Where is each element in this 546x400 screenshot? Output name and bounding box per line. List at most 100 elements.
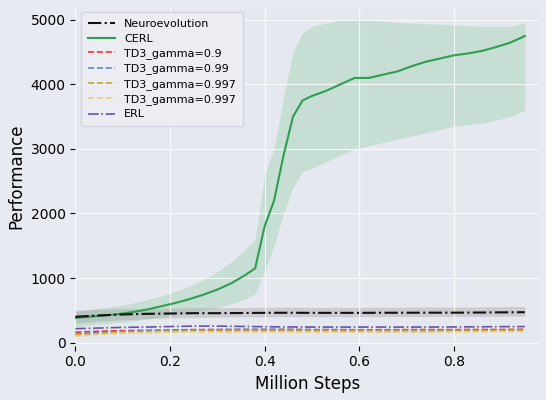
CERL [280,153,287,158]
TD3_gamma=0.997 [285,330,292,334]
TD3_gamma=0.997 [427,329,434,334]
CERL [228,281,235,286]
CERL [115,312,121,316]
TD3_gamma=0.997 [214,329,221,334]
CERL [450,53,457,58]
CERL [262,224,268,229]
Neuroevolution [379,310,386,315]
TD3_gamma=0.997 [143,330,150,335]
CERL [379,72,386,77]
X-axis label: Million Steps: Million Steps [254,375,360,393]
CERL [143,307,150,312]
ERL [238,324,244,329]
TD3_gamma=0.99 [167,328,173,333]
ERL [308,325,315,330]
TD3_gamma=0.9 [498,327,505,332]
CERL [507,40,514,45]
CERL [100,313,107,318]
Neuroevolution [238,310,244,315]
Line: TD3_gamma=0.99: TD3_gamma=0.99 [75,329,525,334]
TD3_gamma=0.997 [308,330,315,334]
TD3_gamma=0.997 [238,330,244,334]
Neuroevolution [191,311,197,316]
ERL [72,326,79,331]
TD3_gamma=0.9 [474,327,481,332]
Neuroevolution [96,313,102,318]
TD3_gamma=0.997 [72,333,79,338]
TD3_gamma=0.997 [379,330,386,334]
TD3_gamma=0.9 [308,327,315,332]
TD3_gamma=0.997 [403,330,410,334]
CERL [271,198,277,203]
TD3_gamma=0.9 [238,327,244,332]
CERL [351,76,358,80]
TD3_gamma=0.997 [167,329,173,334]
TD3_gamma=0.997 [521,328,528,333]
Neuroevolution [167,311,173,316]
TD3_gamma=0.997 [285,329,292,334]
TD3_gamma=0.9 [285,327,292,332]
ERL [379,325,386,330]
TD3_gamma=0.9 [379,327,386,332]
TD3_gamma=0.997 [450,329,457,334]
TD3_gamma=0.997 [191,330,197,334]
ERL [167,324,173,329]
TD3_gamma=0.9 [167,328,173,332]
TD3_gamma=0.9 [356,327,363,332]
TD3_gamma=0.9 [450,327,457,332]
TD3_gamma=0.99 [96,330,102,335]
ERL [143,325,150,330]
TD3_gamma=0.997 [356,330,363,334]
TD3_gamma=0.997 [498,328,505,333]
CERL [299,98,306,103]
TD3_gamma=0.997 [120,330,126,335]
TD3_gamma=0.9 [191,327,197,332]
CERL [394,69,400,74]
TD3_gamma=0.99 [120,329,126,334]
TD3_gamma=0.99 [521,328,528,332]
TD3_gamma=0.997 [262,329,268,334]
TD3_gamma=0.997 [333,329,339,334]
TD3_gamma=0.997 [96,332,102,337]
CERL [365,76,372,80]
CERL [290,114,296,119]
ERL [214,324,221,328]
Neuroevolution [308,310,315,315]
TD3_gamma=0.997 [191,329,197,334]
Line: TD3_gamma=0.997: TD3_gamma=0.997 [75,331,525,335]
ERL [191,324,197,328]
Neuroevolution [356,310,363,315]
Neuroevolution [262,310,268,315]
TD3_gamma=0.997 [120,331,126,336]
Neuroevolution [498,310,505,315]
TD3_gamma=0.997 [403,329,410,334]
CERL [157,304,164,309]
TD3_gamma=0.997 [96,331,102,336]
CERL [408,64,414,69]
TD3_gamma=0.997 [498,329,505,334]
CERL [436,56,443,61]
Line: CERL: CERL [75,36,525,318]
TD3_gamma=0.997 [167,330,173,334]
ERL [427,325,434,330]
Y-axis label: Performance: Performance [7,124,25,229]
TD3_gamma=0.997 [308,329,315,334]
ERL [120,325,126,330]
ERL [356,325,363,330]
TD3_gamma=0.997 [379,329,386,334]
TD3_gamma=0.997 [238,329,244,334]
Neuroevolution [72,314,79,319]
TD3_gamma=0.9 [214,327,221,332]
TD3_gamma=0.99 [285,327,292,332]
Neuroevolution [521,310,528,315]
Neuroevolution [143,312,150,316]
TD3_gamma=0.9 [143,328,150,333]
TD3_gamma=0.99 [262,327,268,332]
TD3_gamma=0.99 [427,328,434,332]
TD3_gamma=0.99 [238,327,244,332]
CERL [214,287,221,292]
TD3_gamma=0.99 [191,328,197,332]
CERL [129,310,135,315]
TD3_gamma=0.99 [498,328,505,332]
CERL [72,316,79,320]
